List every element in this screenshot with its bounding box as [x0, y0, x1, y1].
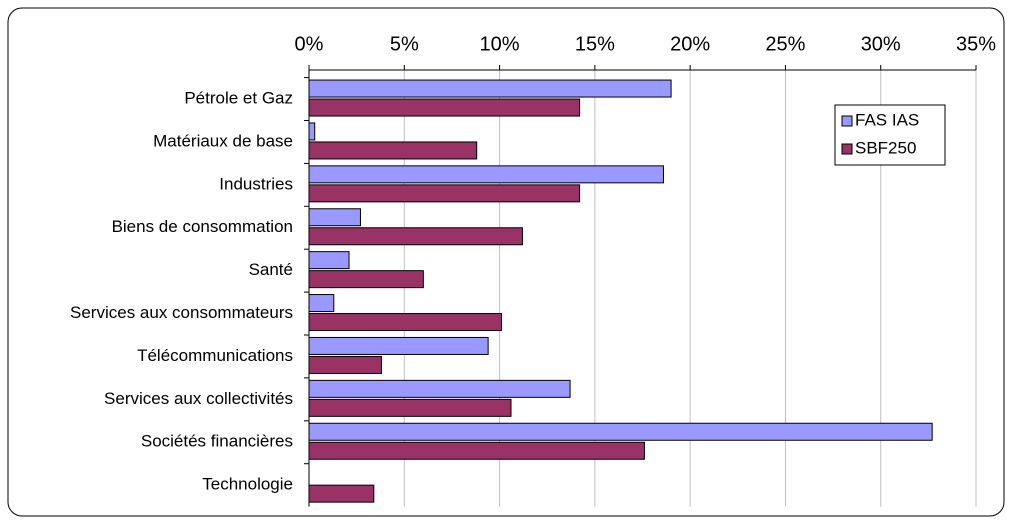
x-tick-label: 15% [575, 33, 615, 55]
bar [308, 422, 933, 441]
y-tick-label: Santé [249, 260, 293, 279]
bar [308, 122, 316, 141]
bar [308, 227, 523, 246]
x-tick-label: 35% [956, 33, 996, 55]
bar [308, 379, 571, 398]
bar [308, 484, 375, 503]
x-tick-label: 25% [765, 33, 805, 55]
y-tick-label: Technologie [202, 475, 293, 494]
legend-swatch [841, 115, 853, 127]
x-tick-label: 0% [295, 33, 324, 55]
bar [308, 165, 664, 184]
legend-box [834, 104, 946, 166]
legend-label: FAS IAS [855, 110, 919, 129]
bar [308, 251, 350, 270]
y-tick-label: Services aux consommateurs [70, 303, 293, 322]
bar [308, 441, 645, 460]
bar [308, 184, 581, 203]
y-tick-label: Services aux collectivités [104, 389, 293, 408]
x-tick-label: 10% [480, 33, 520, 55]
bar [308, 294, 335, 313]
legend-label: SBF250 [855, 138, 916, 157]
y-tick-label: Matériaux de base [153, 131, 293, 150]
y-tick-label: Télécommunications [137, 346, 293, 365]
bar [308, 313, 502, 332]
bar [308, 208, 361, 227]
y-tick-label: Biens de consommation [112, 217, 293, 236]
y-tick-label: Industries [219, 174, 293, 193]
x-tick-label: 30% [861, 33, 901, 55]
legend-swatch [841, 143, 853, 155]
bar [308, 398, 512, 417]
x-tick-label: 5% [390, 33, 419, 55]
y-tick-label: Pétrole et Gaz [184, 89, 293, 108]
bar [308, 79, 672, 98]
x-tick-label: 20% [670, 33, 710, 55]
bar [308, 98, 581, 117]
bar [308, 141, 478, 160]
chart-frame [7, 7, 1005, 517]
bar [308, 270, 424, 289]
bar [308, 355, 382, 374]
y-tick-label: Sociétés financières [141, 432, 293, 451]
bar [308, 336, 489, 355]
